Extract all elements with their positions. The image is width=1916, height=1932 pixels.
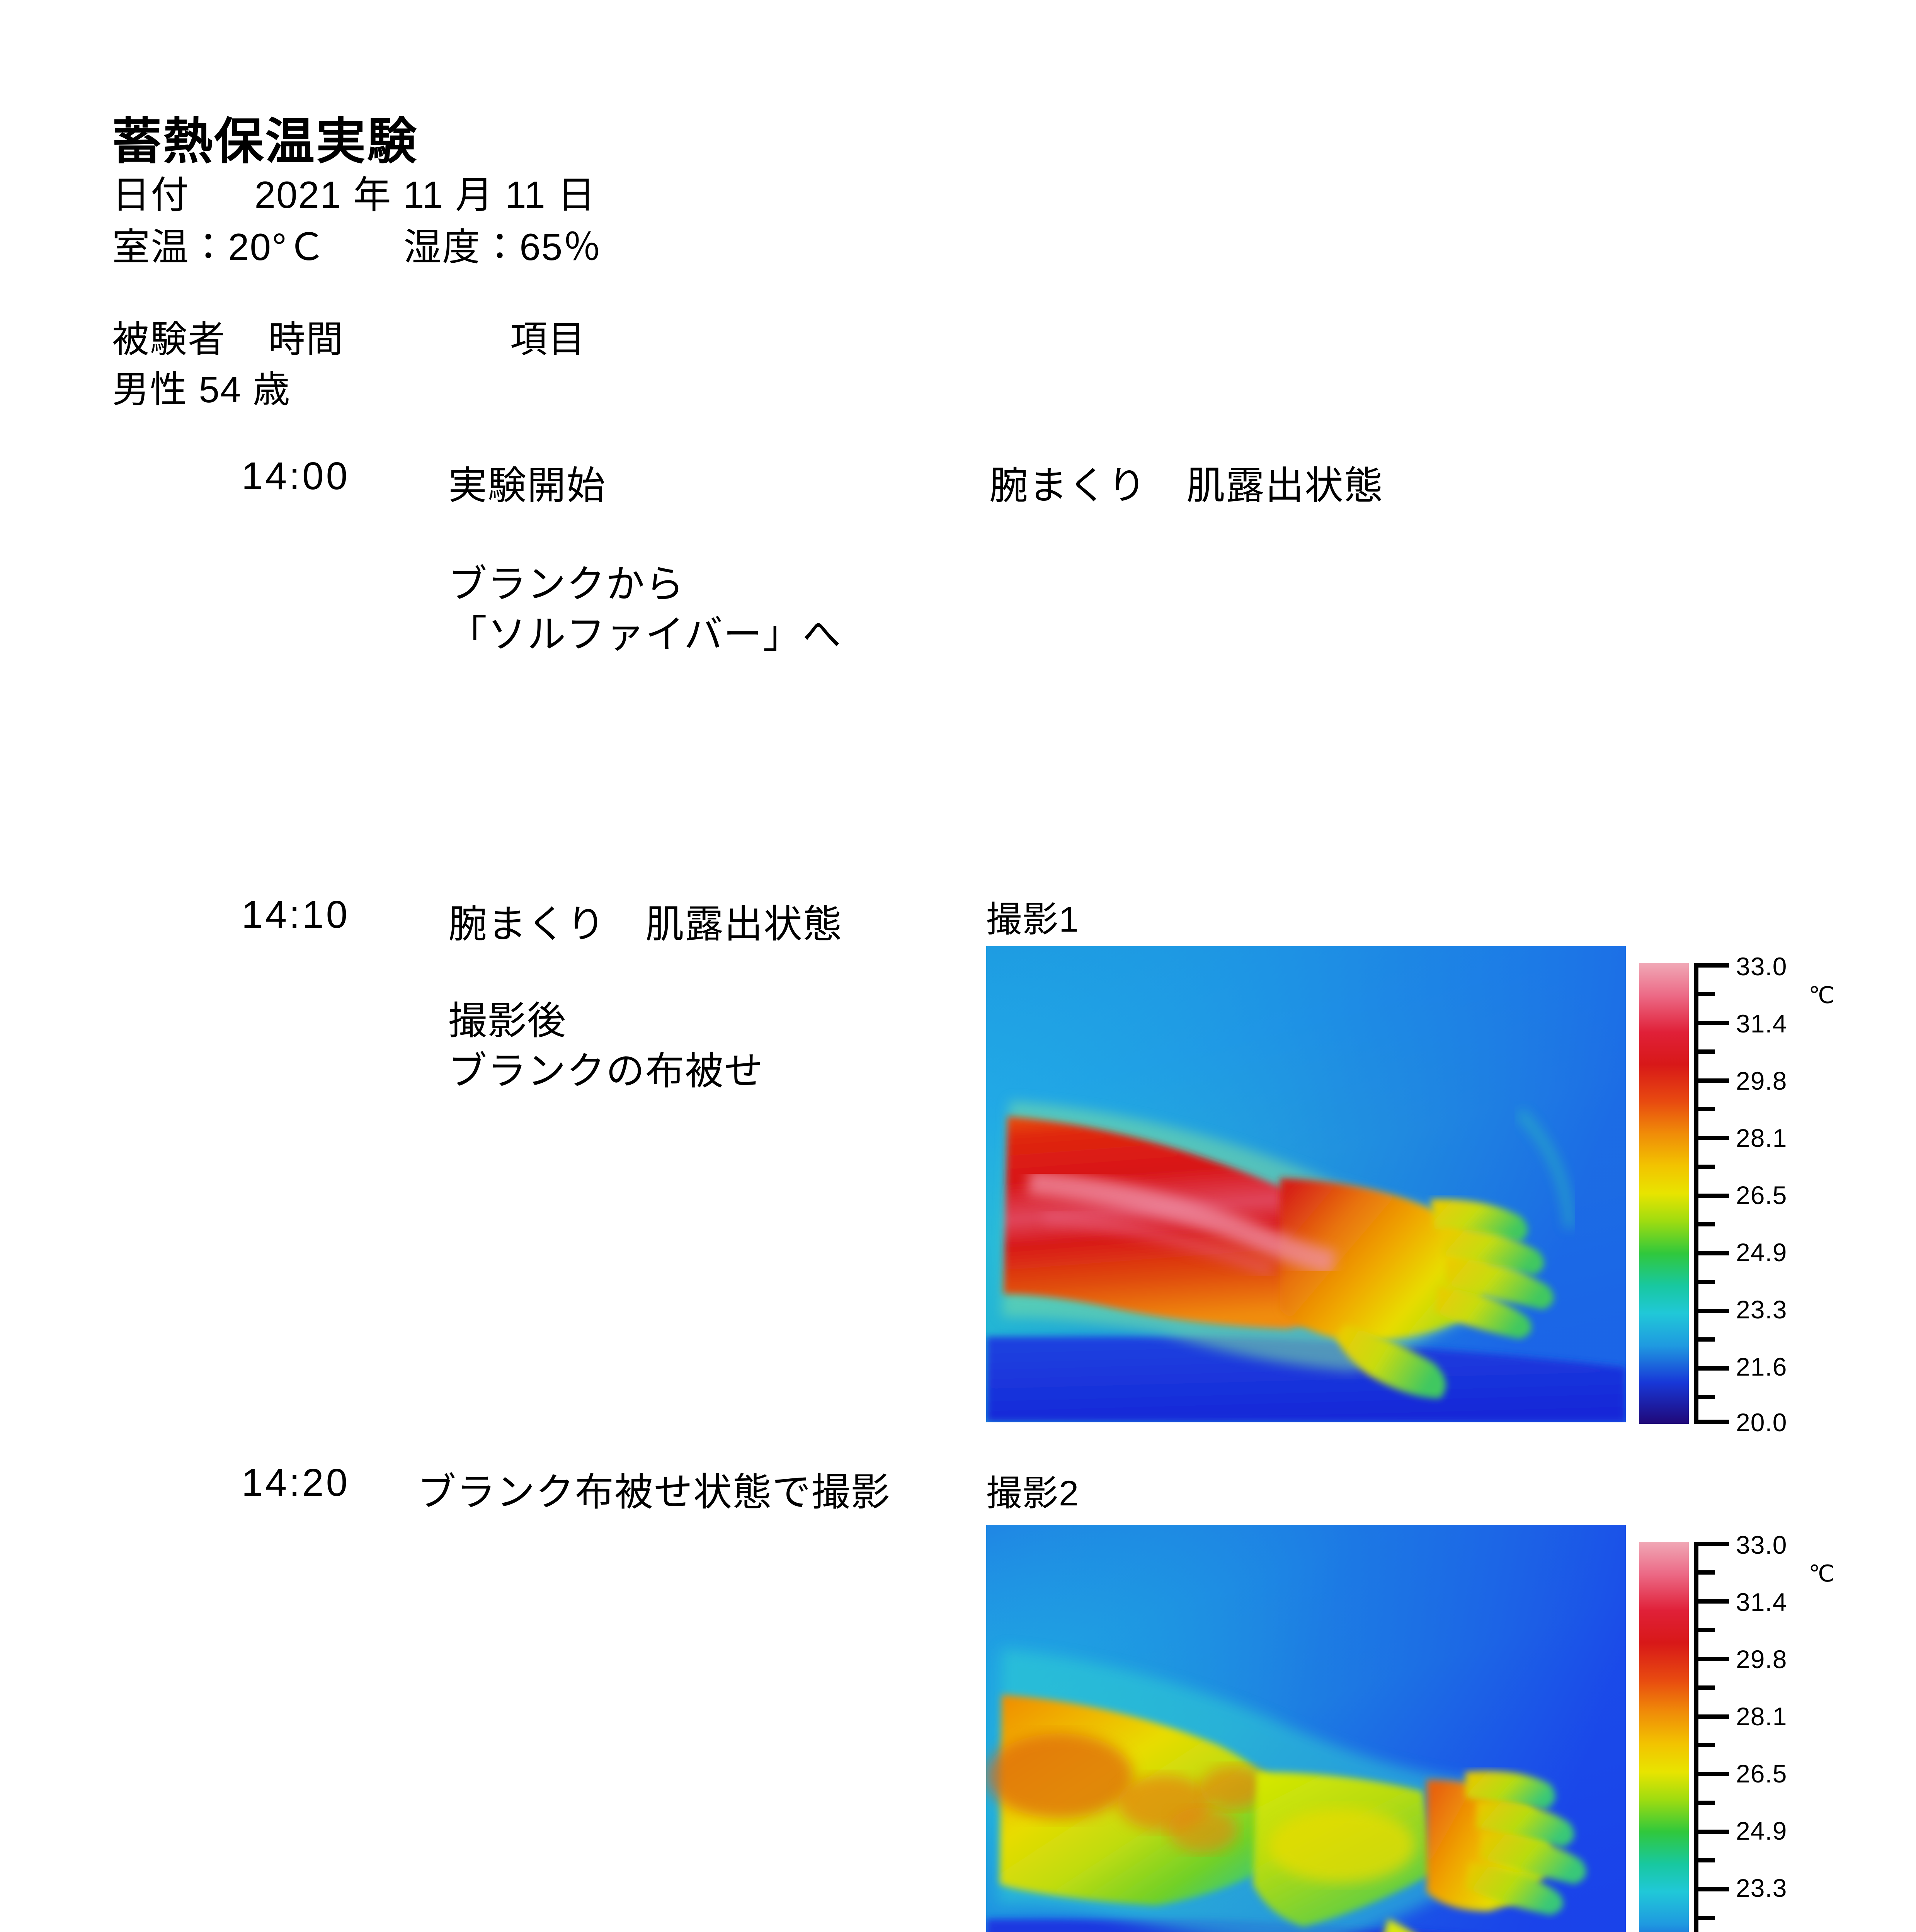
colorbar-unit-2: ℃ xyxy=(1809,1561,1835,1587)
colorbar-tick-1-7: 21.6 xyxy=(1736,1352,1787,1381)
colorbar-axis-1 xyxy=(1694,963,1731,1424)
colorbar-tick-1-0: 33.0 xyxy=(1736,952,1787,981)
colorbar-tick-2-7: 21.6 xyxy=(1736,1930,1787,1932)
colorbar-unit-1: ℃ xyxy=(1809,982,1835,1008)
date-value: 2021 年 11 月 11 日 xyxy=(254,173,596,216)
header-item: 項目 xyxy=(510,319,586,360)
table-header: 被験者 時間 項目 xyxy=(112,309,586,363)
row-condition-1: 腕まくり 肌露出状態 xyxy=(989,464,1383,507)
shot-label-2: 撮影2 xyxy=(986,1474,1080,1513)
colorbar-labels-2: ℃ 33.0 31.4 29.8 28.1 26.5 24.9 23.3 21.… xyxy=(1736,1531,1852,1932)
row-note-1-line-2: 「ソルファイバー」へ xyxy=(448,613,842,656)
thermal-image-2 xyxy=(986,1525,1626,1932)
colorbar-tick-1-4: 26.5 xyxy=(1736,1181,1787,1209)
colorbar-tick-1-8: 20.0 xyxy=(1736,1408,1787,1437)
thermal-image-1 xyxy=(986,946,1626,1422)
colorbar-gradient-1 xyxy=(1639,963,1689,1424)
thermal-scene-2 xyxy=(986,1525,1626,1932)
colorbar-tick-2-5: 24.9 xyxy=(1736,1816,1787,1845)
row-time-1: 14:00 xyxy=(242,454,350,498)
subject-description: 男性 54 歳 xyxy=(112,369,291,410)
thermal-scene-1 xyxy=(986,946,1626,1422)
page-title: 蓄熱保温実験 xyxy=(112,114,419,169)
row-item-3: ブランク布被せ状態で撮影 xyxy=(417,1471,890,1514)
environment-line: 室温：20°Ｃ 湿度：65％ xyxy=(112,226,602,268)
colorbar-tick-2-1: 31.4 xyxy=(1736,1588,1787,1616)
colorbar-tick-2-2: 29.8 xyxy=(1736,1645,1787,1673)
row-note-2-line-1: 撮影後 xyxy=(448,999,567,1043)
header-time: 時間 xyxy=(268,319,344,360)
colorbar-tick-2-6: 23.3 xyxy=(1736,1874,1787,1902)
header-subject: 被験者 xyxy=(112,319,226,360)
date-line: 日付 2021 年 11 月 11 日 xyxy=(112,164,596,219)
colorbar-tick-2-3: 28.1 xyxy=(1736,1702,1787,1731)
colorbar-tick-1-6: 23.3 xyxy=(1736,1295,1787,1324)
colorbar-gradient-2 xyxy=(1639,1542,1689,1932)
row-note-2-line-2: ブランクの布被せ xyxy=(448,1049,764,1093)
shot-label-1: 撮影1 xyxy=(986,900,1080,939)
date-label: 日付 xyxy=(112,173,190,216)
row-item-1: 実験開始 xyxy=(448,464,606,507)
colorbar-tick-1-1: 31.4 xyxy=(1736,1009,1787,1038)
row-note-1-line-1: ブランクから xyxy=(448,563,685,606)
row-time-3: 14:20 xyxy=(242,1461,350,1504)
colorbar-tick-1-3: 28.1 xyxy=(1736,1124,1787,1152)
colorbar-axis-2 xyxy=(1694,1542,1731,1932)
colorbar-tick-2-4: 26.5 xyxy=(1736,1759,1787,1788)
colorbar-tick-2-0: 33.0 xyxy=(1736,1531,1787,1559)
colorbar-labels-1: ℃ 33.0 31.4 29.8 28.1 26.5 24.9 23.3 21.… xyxy=(1736,952,1852,1437)
colorbar-tick-1-5: 24.9 xyxy=(1736,1238,1787,1267)
row-time-2: 14:10 xyxy=(242,893,350,936)
row-item-2: 腕まくり 肌露出状態 xyxy=(448,903,842,946)
colorbar-tick-1-2: 29.8 xyxy=(1736,1066,1787,1095)
